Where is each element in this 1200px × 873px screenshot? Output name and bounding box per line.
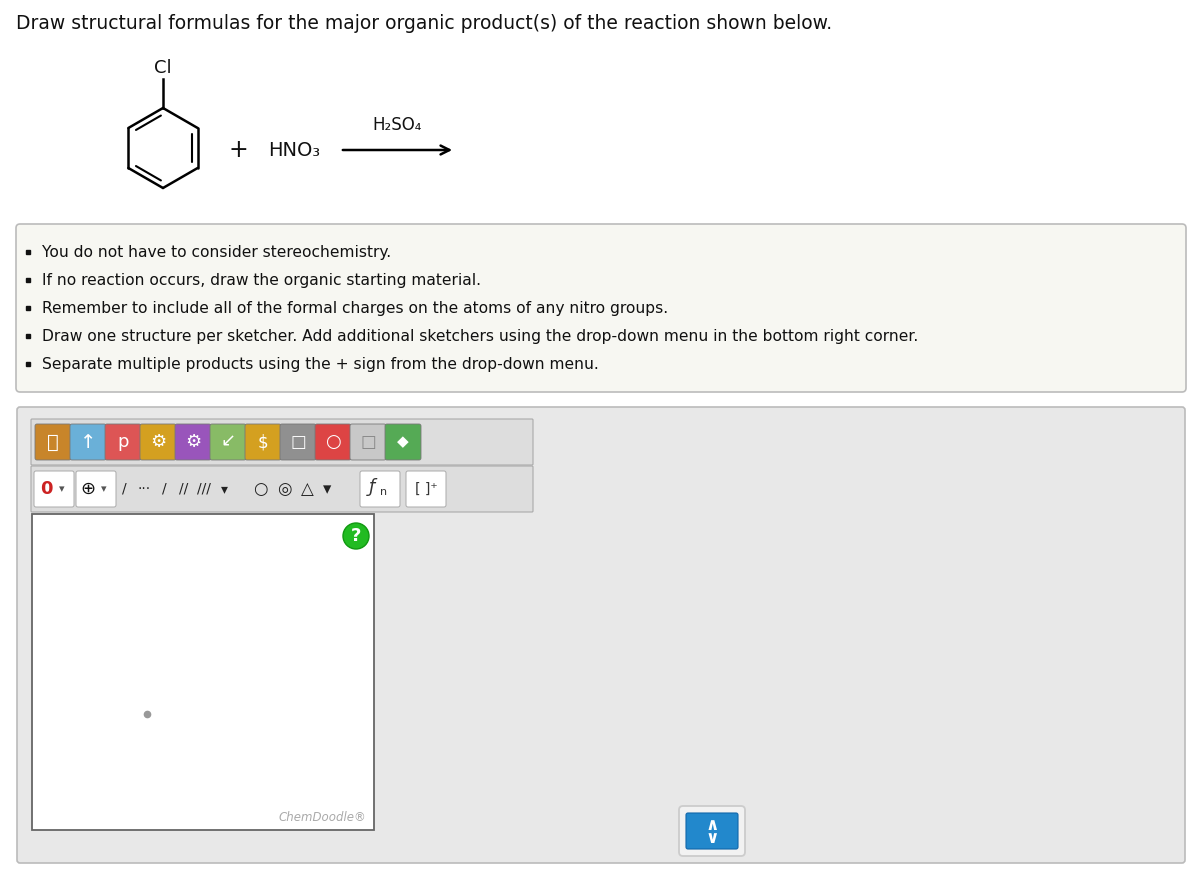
- Circle shape: [343, 523, 370, 549]
- Text: $: $: [258, 433, 269, 451]
- Text: △: △: [301, 480, 313, 498]
- Text: //: //: [179, 482, 188, 496]
- Text: /: /: [162, 482, 167, 496]
- Text: ↙: ↙: [221, 433, 235, 451]
- FancyBboxPatch shape: [175, 424, 211, 460]
- FancyBboxPatch shape: [280, 424, 316, 460]
- FancyBboxPatch shape: [34, 471, 74, 507]
- Text: Remember to include all of the formal charges on the atoms of any nitro groups.: Remember to include all of the formal ch…: [42, 300, 668, 315]
- FancyBboxPatch shape: [140, 424, 176, 460]
- FancyBboxPatch shape: [16, 224, 1186, 392]
- Text: ///: ///: [197, 482, 211, 496]
- FancyBboxPatch shape: [406, 471, 446, 507]
- FancyBboxPatch shape: [31, 419, 533, 465]
- Text: ∧: ∧: [706, 816, 719, 834]
- FancyBboxPatch shape: [70, 424, 106, 460]
- FancyBboxPatch shape: [686, 813, 738, 849]
- Text: +: +: [228, 138, 248, 162]
- Text: ?: ?: [350, 527, 361, 545]
- FancyBboxPatch shape: [314, 424, 352, 460]
- Text: ƒ: ƒ: [368, 478, 376, 496]
- FancyBboxPatch shape: [35, 424, 71, 460]
- Text: n: n: [380, 487, 388, 497]
- Text: H₂SO₄: H₂SO₄: [373, 116, 422, 134]
- FancyBboxPatch shape: [210, 424, 246, 460]
- Text: Draw one structure per sketcher. Add additional sketchers using the drop-down me: Draw one structure per sketcher. Add add…: [42, 328, 918, 343]
- Text: Cl: Cl: [154, 59, 172, 77]
- Text: /: /: [121, 482, 126, 496]
- Text: ChemDoodle®: ChemDoodle®: [278, 811, 366, 824]
- Bar: [32, 514, 374, 830]
- Text: ▾: ▾: [59, 484, 65, 494]
- Text: ✋: ✋: [47, 432, 59, 451]
- Text: 0: 0: [40, 480, 53, 498]
- FancyBboxPatch shape: [106, 424, 142, 460]
- Text: HNO₃: HNO₃: [268, 141, 320, 160]
- Text: ▾: ▾: [323, 480, 331, 498]
- Text: □: □: [360, 433, 376, 451]
- Text: If no reaction occurs, draw the organic starting material.: If no reaction occurs, draw the organic …: [42, 272, 481, 287]
- Text: You do not have to consider stereochemistry.: You do not have to consider stereochemis…: [42, 244, 391, 259]
- FancyBboxPatch shape: [679, 806, 745, 856]
- Text: ▾: ▾: [101, 484, 107, 494]
- Text: ↑: ↑: [80, 432, 96, 451]
- Text: □: □: [290, 433, 306, 451]
- Text: ○: ○: [325, 433, 341, 451]
- FancyBboxPatch shape: [76, 471, 116, 507]
- Text: ···: ···: [138, 482, 150, 496]
- Text: ▾: ▾: [221, 482, 228, 496]
- FancyBboxPatch shape: [245, 424, 281, 460]
- Text: ⚙: ⚙: [185, 433, 202, 451]
- Text: ⊕: ⊕: [80, 480, 96, 498]
- Text: ○: ○: [253, 480, 268, 498]
- Text: Draw structural formulas for the major organic product(s) of the reaction shown : Draw structural formulas for the major o…: [16, 14, 832, 33]
- FancyBboxPatch shape: [385, 424, 421, 460]
- FancyBboxPatch shape: [17, 407, 1186, 863]
- Text: ◆: ◆: [397, 435, 409, 450]
- Text: ∨: ∨: [706, 829, 719, 847]
- Text: [ ]⁺: [ ]⁺: [415, 482, 437, 496]
- Text: ◎: ◎: [277, 480, 292, 498]
- Text: ⚙: ⚙: [150, 433, 166, 451]
- FancyBboxPatch shape: [350, 424, 386, 460]
- Text: Separate multiple products using the + sign from the drop-down menu.: Separate multiple products using the + s…: [42, 356, 599, 372]
- FancyBboxPatch shape: [360, 471, 400, 507]
- Text: p: p: [118, 433, 128, 451]
- FancyBboxPatch shape: [31, 466, 533, 512]
